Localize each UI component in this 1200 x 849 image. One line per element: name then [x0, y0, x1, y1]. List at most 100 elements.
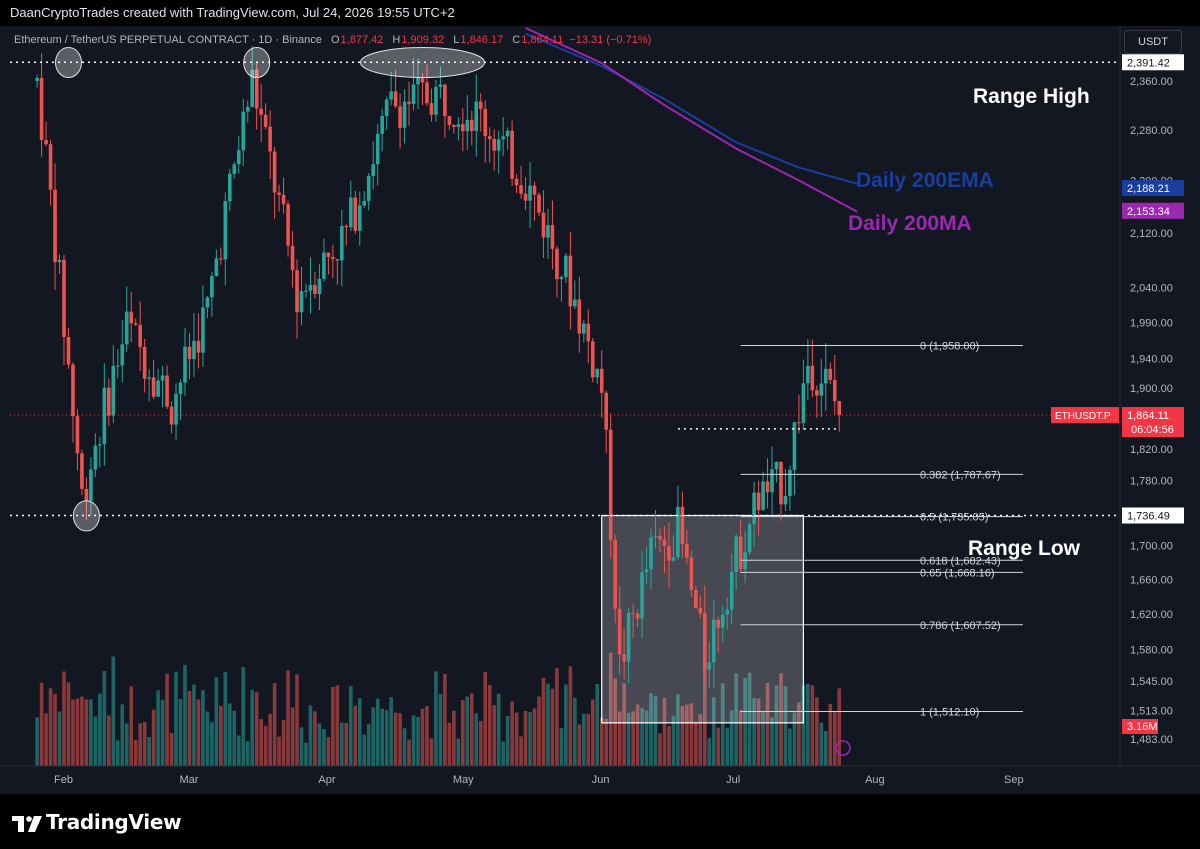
volume-bar [667, 726, 671, 766]
candle-body [178, 382, 183, 394]
candle-body [147, 377, 151, 379]
ma-value-tag: 2,153.34 [1127, 206, 1170, 218]
candle-body [366, 176, 371, 201]
volume-bar [393, 712, 398, 766]
volume-bar [35, 717, 39, 766]
candle-body [124, 311, 129, 345]
candle-body [263, 114, 268, 127]
candle-body [66, 336, 71, 365]
volume-bar [371, 707, 375, 766]
volume-bar [165, 673, 169, 766]
candle-body [353, 197, 358, 231]
candle-body [254, 69, 259, 109]
volume-bar [402, 728, 407, 766]
price-chart[interactable]: 0 (1,958.00) 0.382 (1,787.67) 0.5 (1,735.0… [0, 26, 1200, 794]
volume-bar [738, 709, 743, 766]
range-high-price-tag-bg [1122, 54, 1184, 71]
candle-body [331, 256, 335, 260]
volume-bar [590, 699, 595, 766]
candle-body [631, 612, 635, 614]
candle-body [120, 344, 125, 366]
fib-level-label: 1 (1,512.10) [920, 706, 979, 718]
volume-bar [703, 652, 707, 766]
candle-body [138, 324, 142, 347]
candle-body [295, 270, 299, 313]
volume-bar [277, 736, 281, 766]
candle-body [201, 307, 205, 353]
candle-body [640, 571, 644, 619]
range-low-price-tag-bg [1122, 507, 1184, 524]
last-price-tag-bg [1122, 407, 1184, 438]
candle-body [676, 506, 680, 558]
volume-bar [452, 710, 456, 766]
candle-body [39, 77, 44, 141]
candle-body [290, 245, 295, 271]
candle-body [532, 185, 537, 195]
volume-bar [187, 690, 192, 766]
candle-body [617, 608, 622, 655]
candle-body [492, 139, 496, 151]
volume-bar [411, 715, 416, 766]
volume-bar [389, 697, 393, 766]
volume-bar [483, 671, 488, 766]
volume-bar [694, 721, 698, 766]
candle-body [832, 380, 837, 402]
volume-bar [147, 736, 151, 766]
price-tick-label: 1,580.00 [1130, 644, 1173, 656]
volume-bar [559, 727, 564, 766]
volume-bar [111, 656, 116, 766]
time-tick-label: Apr [318, 774, 335, 786]
volume-bar [205, 711, 210, 766]
volume-bar [752, 698, 756, 766]
candle-body [788, 469, 792, 496]
volume-bar [89, 699, 93, 766]
currency-button[interactable]: USDT [1124, 30, 1182, 54]
volume-bar [528, 712, 532, 766]
candle-body [183, 346, 187, 383]
volume-bar [80, 696, 84, 766]
close-label: C [512, 34, 521, 46]
candle-body [586, 323, 591, 342]
volume-bar [519, 736, 523, 766]
footer [0, 794, 1200, 849]
volume-bar [286, 670, 290, 766]
candle-body [483, 108, 488, 137]
candle-body [689, 557, 694, 591]
candle-body [461, 124, 465, 132]
range-low-box [601, 514, 804, 724]
price-tick-label: 2,120.00 [1130, 228, 1173, 240]
candle-body [828, 368, 833, 381]
fib-level-label: 0 (1,958.00) [920, 340, 979, 352]
time-tick-label: Mar [179, 774, 198, 786]
candle-body [259, 108, 263, 115]
volume-bar [375, 698, 380, 766]
volume-bar [801, 684, 806, 766]
candle-body [272, 151, 277, 193]
candle-body [48, 144, 53, 190]
symbol-legend: Ethereum / TetherUS PERPETUAL CONTRACT ·… [14, 34, 651, 46]
candle-body [550, 225, 555, 249]
candle-body [165, 375, 169, 407]
volume-bar [223, 672, 228, 766]
volume-bar [210, 722, 214, 766]
ma-annotation: Daily 200MA [848, 212, 972, 235]
volume-bar [595, 683, 600, 766]
candle-body [573, 299, 577, 307]
volume-bar [765, 683, 770, 766]
candle-body [505, 130, 510, 137]
candle-body [340, 225, 344, 261]
low-label: L [453, 34, 460, 46]
candle-body [425, 82, 429, 104]
volume-bar [797, 702, 801, 766]
candle-body [384, 99, 389, 116]
volume-bar [407, 739, 411, 766]
volume-bars [35, 652, 842, 766]
candle-body [635, 613, 640, 619]
volume-tag-bg [1122, 719, 1158, 734]
volume-bar [268, 713, 272, 766]
volume-bar [828, 704, 833, 766]
candle-body [671, 557, 676, 561]
volume-bar [281, 719, 286, 766]
candle-body [806, 365, 810, 384]
volume-bar [160, 699, 165, 766]
